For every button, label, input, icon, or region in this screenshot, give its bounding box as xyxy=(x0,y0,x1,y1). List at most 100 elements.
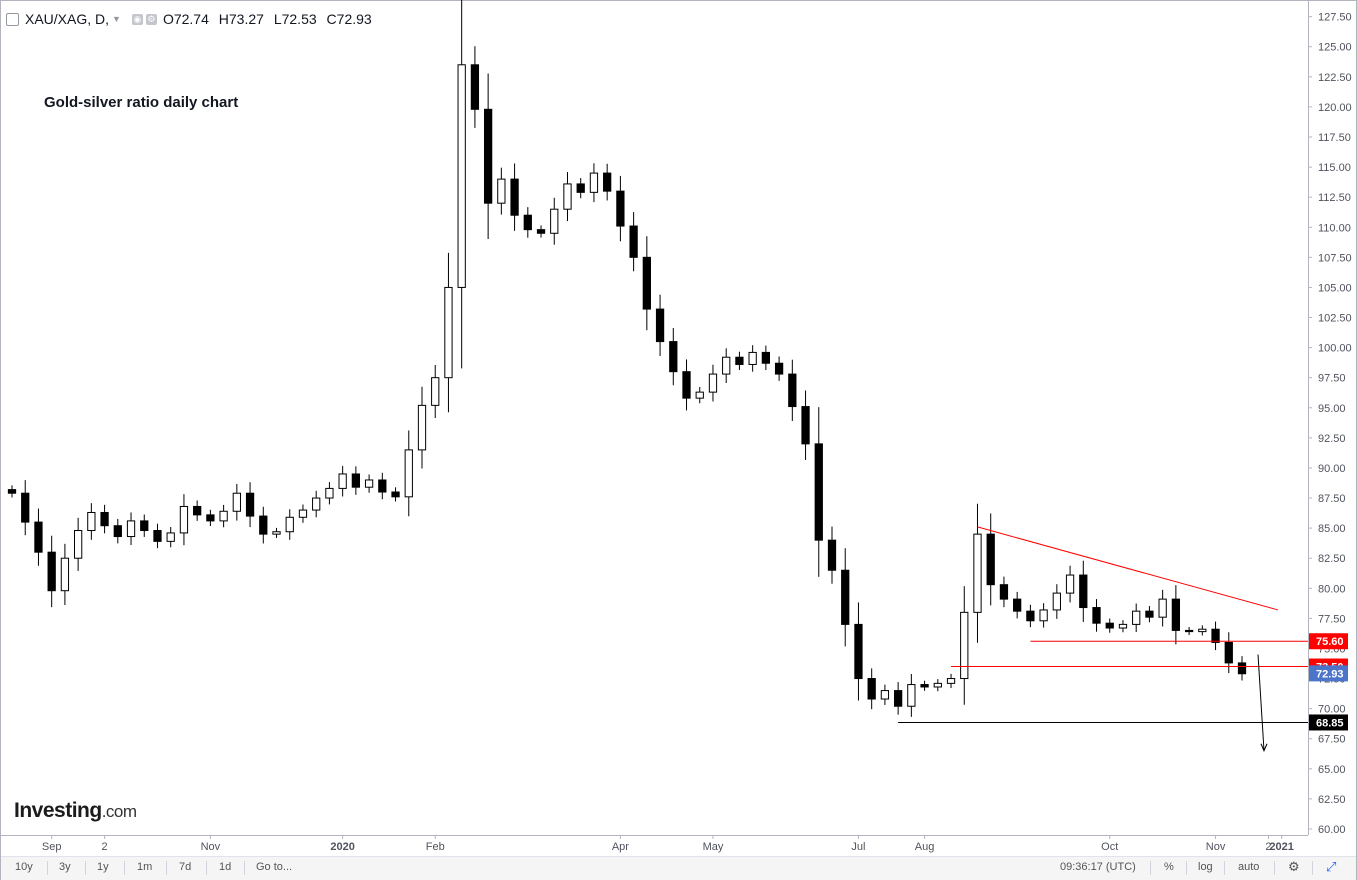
time-tick-label: 2020 xyxy=(330,841,354,853)
time-tick-label: Aug xyxy=(915,841,935,853)
percent-toggle[interactable]: % xyxy=(1164,861,1174,873)
goto-button[interactable]: Go to... xyxy=(256,861,293,873)
time-tick-label: May xyxy=(703,841,724,853)
divider xyxy=(1186,861,1187,875)
logo-main: Investing xyxy=(14,799,102,822)
open-value: O72.74 xyxy=(162,11,209,27)
candlestick-series xyxy=(7,0,1247,717)
candle-body xyxy=(483,108,493,204)
candle-body xyxy=(761,351,771,364)
divider xyxy=(1312,861,1313,875)
chart-annotation: Gold-silver ratio daily chart xyxy=(44,94,239,111)
candle-body xyxy=(589,172,599,193)
bottom-toolbar: 10y 3y 1y 1m 7d 1d Go to... 09:36:17 (UT… xyxy=(1,856,1356,880)
candle-body xyxy=(364,479,374,488)
candle-body xyxy=(193,505,202,516)
candle-body xyxy=(73,530,83,559)
candle-body xyxy=(1026,610,1035,622)
price-tick-label: 117.50 xyxy=(1318,132,1351,144)
candle-body xyxy=(100,511,109,527)
time-tick-label: Nov xyxy=(1206,841,1226,853)
candle-body xyxy=(854,623,863,680)
close-value: C72.93 xyxy=(326,11,372,27)
price-tick-label: 87.50 xyxy=(1318,493,1346,505)
candle-body xyxy=(1158,598,1167,618)
candle-body xyxy=(669,341,678,373)
candle-body xyxy=(655,308,665,343)
range-10y-button[interactable]: 10y xyxy=(15,861,33,873)
price-level-badge xyxy=(1309,714,1348,731)
time-tick-label: Sep xyxy=(42,841,62,853)
candle-body xyxy=(999,584,1009,600)
range-3y-button[interactable]: 3y xyxy=(59,861,71,873)
low-value: L72.53 xyxy=(273,11,317,27)
candle-body xyxy=(206,514,215,522)
candle-body xyxy=(1171,598,1181,631)
candle-body xyxy=(867,678,876,700)
resistance-trendline xyxy=(977,526,1279,611)
candle-body xyxy=(351,473,361,488)
price-tick-label: 112.50 xyxy=(1318,192,1351,204)
candle-body xyxy=(444,286,453,379)
range-1y-button[interactable]: 1y xyxy=(97,861,109,873)
price-tick-label: 65.00 xyxy=(1318,764,1346,776)
candle-body xyxy=(708,373,718,393)
candle-body xyxy=(166,532,175,542)
candle-body xyxy=(1237,662,1247,675)
price-chart[interactable]: 127.50 125.00 122.50 120.00 117.50 115.00 112.… xyxy=(0,0,1357,856)
ohlc-values: O72.74 H73.27 L72.53 C72.93 xyxy=(163,11,378,27)
price-tick-label: 110.00 xyxy=(1318,222,1351,234)
candle-body xyxy=(933,682,942,688)
candle-body xyxy=(1118,623,1128,629)
candle-body xyxy=(827,539,837,571)
settings-icon[interactable]: ⚙ xyxy=(145,13,157,25)
price-tick-label: 92.50 xyxy=(1318,433,1346,445)
candle-body xyxy=(1013,598,1022,612)
candle-body xyxy=(312,497,321,511)
collapse-icon[interactable] xyxy=(6,12,19,26)
candle-body xyxy=(616,190,625,227)
candle-body xyxy=(801,406,810,445)
candle-body xyxy=(920,684,929,688)
divider xyxy=(244,861,245,875)
candle-body xyxy=(1145,610,1154,618)
candle-body xyxy=(153,530,162,542)
candle-body xyxy=(695,391,704,399)
candle-body xyxy=(907,684,916,707)
investing-logo: Investing.com xyxy=(14,799,137,823)
candle-body xyxy=(629,225,638,258)
candle-body xyxy=(126,520,136,538)
candle-body xyxy=(34,521,43,553)
candle-body xyxy=(457,64,466,288)
chevron-down-icon[interactable]: ▼ xyxy=(112,14,121,24)
last-price-badge xyxy=(1309,665,1348,682)
range-1d-button[interactable]: 1d xyxy=(219,861,232,873)
projection-arrow-head xyxy=(1260,743,1268,753)
candle-body xyxy=(470,64,480,110)
log-toggle[interactable]: log xyxy=(1198,861,1213,873)
price-level-label: 68.85 xyxy=(1316,717,1344,729)
auto-toggle[interactable]: auto xyxy=(1238,861,1260,873)
range-1m-button[interactable]: 1m xyxy=(137,861,153,873)
candle-body xyxy=(87,511,96,532)
eye-icon[interactable]: ◉ xyxy=(131,13,143,25)
chart-header: XAU/XAG, D, ▼ ◉ ⚙ O72.74 H73.27 L72.53 C… xyxy=(6,11,378,27)
candle-body xyxy=(523,214,532,231)
candle-body xyxy=(986,533,995,586)
candle-body xyxy=(1132,610,1141,625)
high-value: H73.27 xyxy=(218,11,264,27)
gear-icon[interactable]: ⚙ xyxy=(1288,859,1300,874)
candle-body xyxy=(510,178,519,216)
range-7d-button[interactable]: 7d xyxy=(179,861,192,873)
fullscreen-icon[interactable]: ⤢ xyxy=(1326,859,1337,874)
divider xyxy=(85,861,86,875)
symbol-label[interactable]: XAU/XAG, D, xyxy=(25,11,110,27)
candle-body xyxy=(788,373,797,408)
price-tick-label: 90.00 xyxy=(1318,463,1346,475)
candle-body xyxy=(814,443,823,541)
candle-body xyxy=(1211,628,1220,643)
price-axis[interactable]: 127.50 125.00 122.50 120.00 117.50 115.00 112.… xyxy=(1308,0,1352,836)
price-tick-label: 80.00 xyxy=(1318,583,1346,595)
candle-body xyxy=(272,531,281,535)
